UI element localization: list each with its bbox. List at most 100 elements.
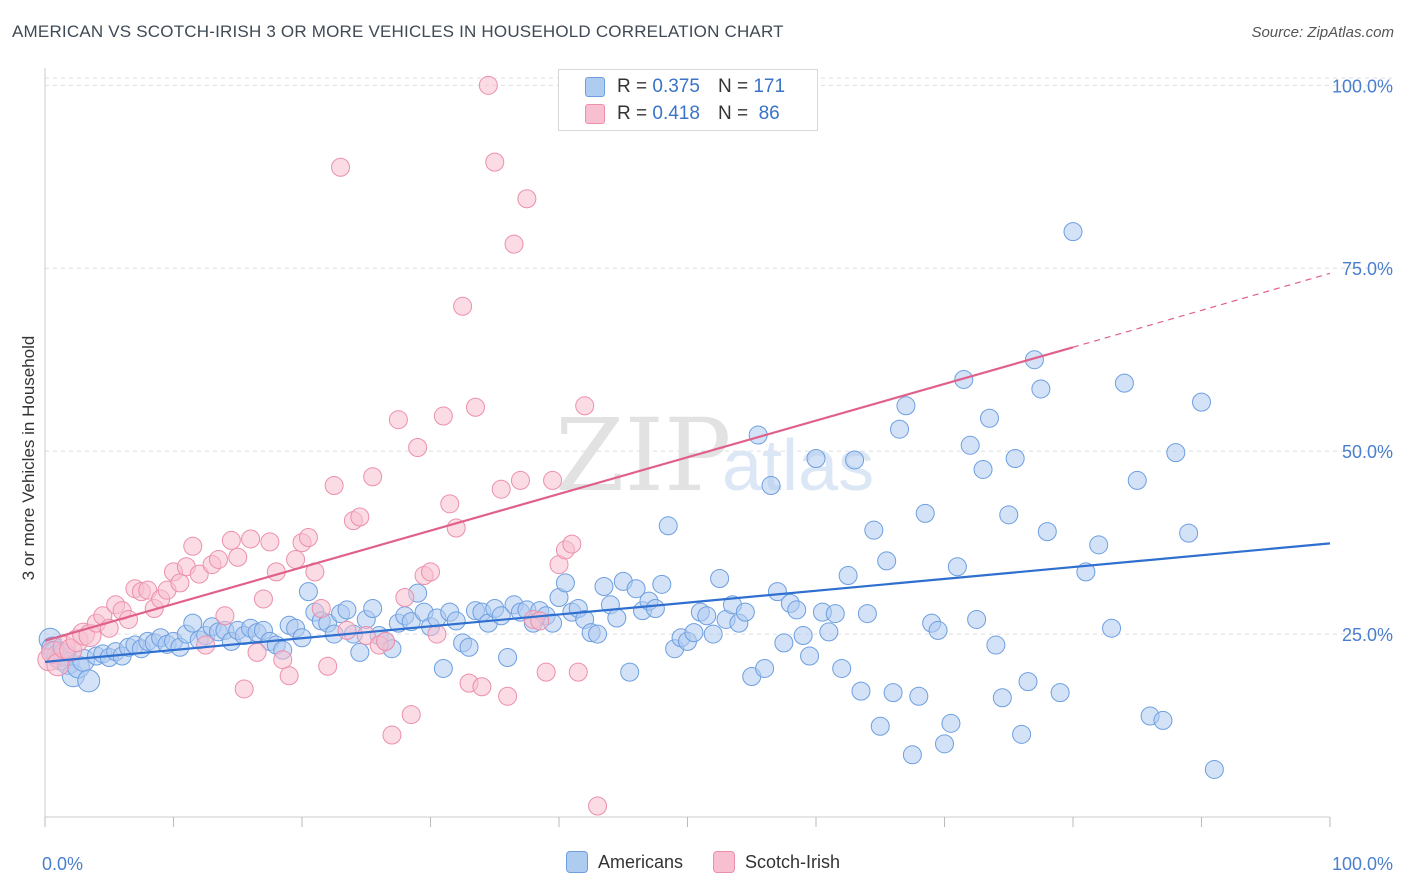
americans-point-134 xyxy=(877,551,897,571)
watermark: ZIP atlas xyxy=(555,397,874,514)
scotch-irish-point-82 xyxy=(562,534,582,554)
trend-lines xyxy=(44,272,1331,663)
americans-point-128 xyxy=(838,566,858,586)
legend-label-americans: Americans xyxy=(597,851,683,872)
watermark-zip: ZIP xyxy=(555,397,731,514)
legend-item-americans[interactable]: Americans xyxy=(565,851,683,873)
americans-point-44 xyxy=(298,582,318,602)
scotch-irish-point-25 xyxy=(196,635,216,655)
scotch-irish-point-35 xyxy=(260,532,280,552)
americans-point-166 xyxy=(1127,470,1147,490)
scotch-irish-point-47 xyxy=(337,620,357,640)
scotch-irish-point-53 xyxy=(376,631,396,651)
scotch-irish-point-43 xyxy=(311,598,331,618)
americans-point-90 xyxy=(594,577,614,597)
y-ticks: 25.0% 50.0% 75.0% 100.0% xyxy=(1332,76,1393,645)
americans-point-112 xyxy=(735,602,755,622)
scotch-irish-point-21 xyxy=(170,573,190,593)
y-tick-label-3: 100.0% xyxy=(1332,76,1393,96)
scotch-irish-point-85 xyxy=(588,796,608,816)
americans-point-140 xyxy=(915,503,935,523)
scotch-irish-r-value: 0.418 xyxy=(652,103,700,124)
americans-point-171 xyxy=(1192,392,1211,412)
americans-point-117 xyxy=(767,582,787,602)
americans-point-137 xyxy=(896,396,916,416)
scotch-irish-point-51 xyxy=(363,467,383,487)
americans-point-169 xyxy=(1166,443,1186,463)
scotch-irish-point-84 xyxy=(575,396,595,416)
scotch-irish-point-27 xyxy=(208,549,228,569)
scotch-irish-point-46 xyxy=(331,157,351,177)
americans-point-65 xyxy=(433,658,453,678)
americans-point-172 xyxy=(1204,759,1224,779)
americans-point-116 xyxy=(761,476,781,496)
americans-point-168 xyxy=(1153,710,1173,730)
legend-item-scotch-irish[interactable]: Scotch-Irish xyxy=(713,851,840,873)
scotch-irish-point-78 xyxy=(536,662,556,682)
source-label: Source: ZipAtlas.com xyxy=(1251,24,1394,41)
americans-point-118 xyxy=(774,633,794,653)
americans-point-145 xyxy=(947,557,967,577)
americans-point-155 xyxy=(1012,724,1032,744)
stats-legend: R = 0.375 N = 171 R = 0.418 N = 86 xyxy=(558,69,818,131)
stats-row-scotch-irish: R = 0.418 N = 86 xyxy=(585,101,780,127)
americans-point-84 xyxy=(555,573,575,593)
americans-point-147 xyxy=(960,435,980,455)
scotch-irish-point-67 xyxy=(465,397,485,417)
scotch-irish-point-49 xyxy=(350,507,370,527)
x-tick-label-min: 0.0% xyxy=(42,854,83,874)
stats-row-americans: R = 0.375 N = 171 xyxy=(585,74,785,100)
americans-point-120 xyxy=(787,600,807,620)
scotch-irish-points xyxy=(37,75,620,816)
americans-point-69 xyxy=(459,637,479,657)
scotch-irish-point-56 xyxy=(395,587,415,607)
americans-point-123 xyxy=(806,448,826,468)
americans-point-10 xyxy=(77,669,101,693)
americans-n-value: 171 xyxy=(753,76,786,97)
americans-point-158 xyxy=(1031,379,1051,399)
americans-point-75 xyxy=(498,647,518,667)
legend-label-scotch-irish: Scotch-Irish xyxy=(745,851,841,872)
americans-point-150 xyxy=(979,408,999,428)
americans-point-100 xyxy=(658,516,678,536)
americans-point-144 xyxy=(941,713,961,733)
americans-point-129 xyxy=(845,450,865,470)
x-ticks xyxy=(44,817,1331,827)
americans-point-154 xyxy=(1005,448,1025,468)
scotch-irish-point-37 xyxy=(273,650,293,670)
americans-point-138 xyxy=(902,745,922,765)
americans-point-132 xyxy=(864,520,884,540)
scotch-irish-trend-line xyxy=(44,346,1074,642)
americans-point-104 xyxy=(684,623,704,643)
americans-point-107 xyxy=(703,624,723,644)
americans-point-94 xyxy=(620,662,640,682)
americans-point-95 xyxy=(626,579,646,599)
americans-point-26 xyxy=(183,613,203,633)
americans-point-152 xyxy=(992,688,1012,708)
americans-point-165 xyxy=(1114,373,1134,393)
americans-point-125 xyxy=(819,622,839,642)
scotch-irish-point-65 xyxy=(453,296,473,316)
americans-point-161 xyxy=(1063,222,1083,242)
americans-point-121 xyxy=(793,626,813,646)
americans-point-127 xyxy=(832,658,852,678)
scotch-irish-point-68 xyxy=(472,677,492,697)
scotch-irish-point-60 xyxy=(421,562,440,582)
americans-point-99 xyxy=(652,574,672,594)
americans-point-54 xyxy=(363,598,383,618)
scotch-irish-point-41 xyxy=(298,527,318,547)
scotch-irish-point-44 xyxy=(318,656,338,676)
scotch-irish-point-58 xyxy=(408,438,428,457)
scotch-irish-point-54 xyxy=(382,725,402,745)
r-label: R = xyxy=(617,103,648,124)
americans-point-135 xyxy=(883,683,903,703)
americans-point-122 xyxy=(800,646,820,666)
americans-point-136 xyxy=(890,419,910,439)
americans-point-143 xyxy=(935,734,954,754)
scotch-irish-trend-extension xyxy=(1072,272,1331,348)
americans-point-50 xyxy=(337,600,357,620)
americans-point-163 xyxy=(1089,535,1109,555)
scotch-irish-point-29 xyxy=(221,530,241,550)
scotch-irish-point-39 xyxy=(286,549,306,569)
